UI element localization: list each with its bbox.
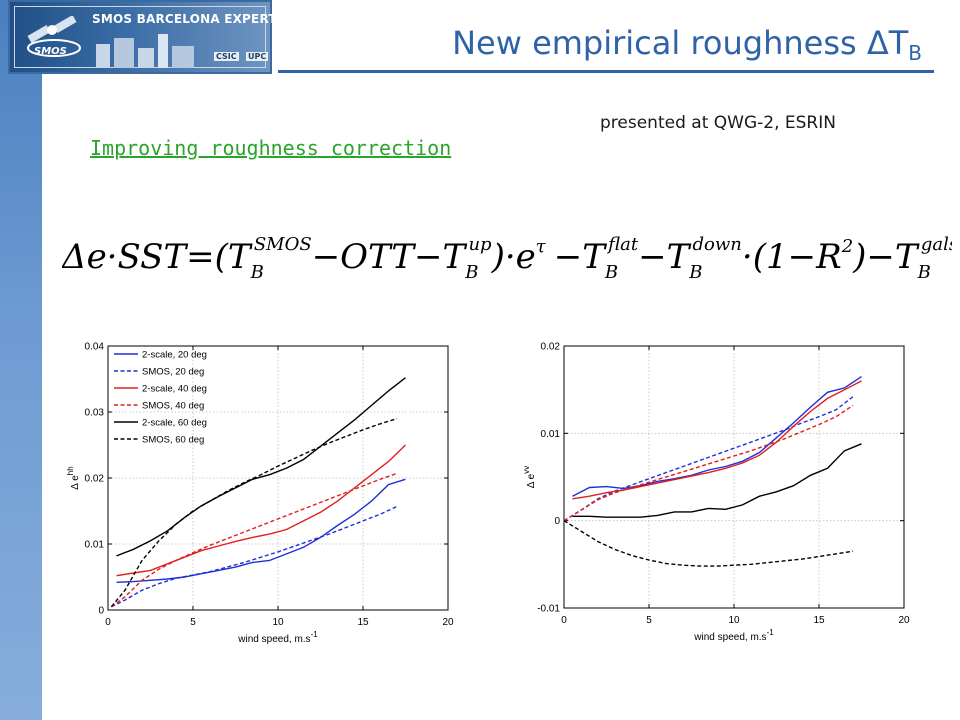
left-sidebar-bar: [0, 0, 42, 720]
title-main: New empirical roughness ΔT: [452, 24, 909, 62]
presented-note: presented at QWG-2, ESRIN: [600, 113, 836, 133]
eq-sub-b3: B: [604, 262, 618, 283]
y-axis-label: Δ evv: [522, 466, 537, 488]
legend-entry-6: SMOS, 60 deg: [142, 435, 204, 446]
eq-sub-b1: B: [250, 262, 264, 283]
chart-hh: 0 5 10 15 20 0 0.01 0.02 0.03 0.04 wind speed, m.s…: [66, 342, 454, 646]
title-subscript: B: [908, 41, 922, 65]
x-tick-label: 0: [105, 617, 111, 628]
eq-sup-2: 2: [841, 236, 853, 257]
y-tick-label: 0.01: [541, 429, 561, 440]
x-axis-label-main: wind speed, m.s: [693, 632, 766, 643]
logo-title: SMOS BARCELONA EXPERT CENTRE: [92, 12, 335, 26]
series-line-3: [572, 380, 862, 500]
eq-sup-down: down: [693, 234, 742, 255]
y-tick-label: 0.03: [85, 408, 105, 419]
series-line-1: [116, 478, 406, 583]
y-axis-label: Δ ehh: [66, 466, 81, 489]
x-tick-label: 10: [272, 617, 284, 628]
eq-delta: Δ: [62, 237, 87, 277]
logo-smos-label: SMOS: [34, 46, 67, 57]
series-line-1: [572, 376, 862, 497]
roughness-equation: Δe·SST=(TBSMOS−OTT−TBup)·eτ −TBflat−TBdow…: [62, 234, 952, 283]
x-axis-label-main: wind speed, m.s: [237, 634, 310, 645]
series-line-5: [572, 443, 862, 518]
city-skyline-icon: [96, 34, 194, 68]
legend-entry-4: SMOS, 40 deg: [142, 401, 204, 412]
series-line-2: [563, 396, 854, 522]
y-tick-label: 0.02: [541, 342, 561, 353]
eq-sup-galscat: galscat: [921, 234, 952, 255]
x-tick-label: 15: [357, 617, 369, 628]
series-line-6: [110, 417, 398, 608]
smos-bec-logo: SMOS BARCELONA EXPERT CENTRE SMOS CSIC U…: [8, 0, 335, 74]
y-axis-label-sup: vv: [522, 466, 531, 474]
legend-entry-5: 2-scale, 60 deg: [142, 418, 207, 429]
x-tick-label: 20: [898, 615, 910, 626]
title-underline: [278, 70, 934, 73]
x-tick-label: 5: [190, 617, 196, 628]
series-line-2: [111, 505, 398, 608]
y-tick-label: 0.02: [85, 474, 105, 485]
x-axis-label-sup: -1: [311, 630, 319, 639]
eq-refl: ·(1−R: [742, 237, 842, 277]
section-subheading: Improving roughness correction: [90, 136, 452, 160]
logo-csic-label: CSIC: [214, 52, 239, 61]
eq-minus-t1: −T: [554, 237, 607, 277]
eq-minus-t2: −T: [638, 237, 691, 277]
eq-sup-flat: flat: [606, 234, 639, 255]
plot-area: 0 5 10 15 20 0 0.01 0.02 0.03 0.04 wind speed, m.s…: [66, 342, 454, 646]
eq-sub-b2: B: [464, 262, 478, 283]
series-line-4: [563, 404, 854, 522]
eq-sup-smos: SMOS: [254, 234, 312, 255]
series-line-6: [563, 520, 854, 567]
y-tick-label: 0.04: [85, 342, 105, 353]
eq-close2: )−T: [852, 237, 920, 277]
series-line-4: [110, 472, 398, 608]
eq-ott: −OTT−T: [312, 237, 468, 277]
x-axis-label: wind speed, m.s-1: [693, 628, 774, 643]
series-line-5: [116, 377, 406, 557]
x-tick-label: 10: [728, 615, 740, 626]
x-axis-label: wind speed, m.s-1: [237, 630, 318, 645]
eq-sub-b4: B: [688, 262, 702, 283]
eq-sup-up: up: [468, 234, 492, 255]
legend-entry-2: SMOS, 20 deg: [142, 367, 204, 378]
eq-sup-tau: τ: [536, 236, 547, 257]
series-line-3: [116, 444, 406, 577]
eq-close1: )·e: [491, 237, 536, 277]
legend-entry-3: 2-scale, 40 deg: [142, 384, 207, 395]
satellite-icon: [27, 16, 81, 57]
x-tick-label: 15: [813, 615, 825, 626]
x-tick-label: 0: [561, 615, 567, 626]
x-tick-label: 20: [442, 617, 454, 628]
x-tick-label: 5: [646, 615, 652, 626]
y-tick-label: 0: [98, 606, 104, 617]
logo-upc-label: UPC: [246, 52, 269, 61]
eq-sub-b5: B: [917, 262, 931, 283]
legend-entry-1: 2-scale, 20 deg: [142, 350, 207, 361]
x-axis-label-sup: -1: [767, 628, 775, 637]
y-axis-label-sup: hh: [66, 466, 75, 475]
svg-text:Δe·SST=(TBSMOS−OTT−TBup)·eτ−TB: Δe·SST=(TBSMOS−OTT−TBup)·eτ −TBflat−TBdow…: [62, 234, 952, 283]
eq-e-sst: e·SST=(T: [87, 237, 253, 277]
y-axis-label-main: Δ e: [70, 475, 81, 490]
y-axis-label-main: Δ e: [526, 473, 537, 488]
y-tick-label: -0.01: [537, 604, 560, 615]
page-title: New empirical roughness ΔTB: [452, 24, 922, 65]
y-tick-label: 0.01: [85, 540, 105, 551]
y-tick-label: 0: [554, 516, 560, 527]
